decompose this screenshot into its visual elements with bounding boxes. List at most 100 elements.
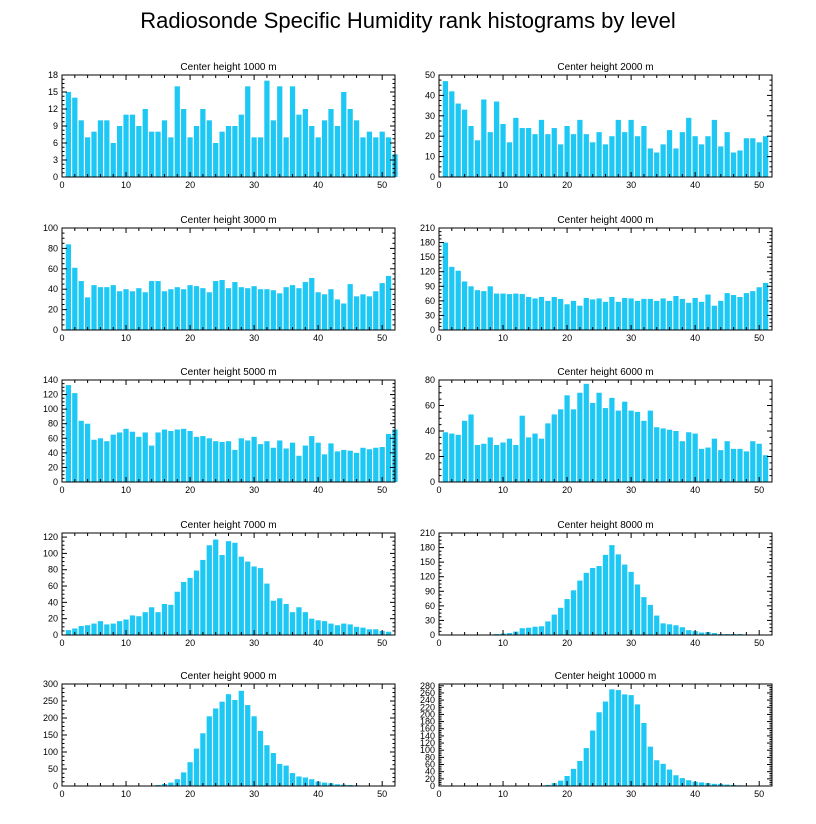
bar <box>570 409 577 482</box>
bar <box>698 632 705 635</box>
bar <box>225 541 232 635</box>
bar <box>590 402 596 482</box>
y-tick-label: 140 <box>420 731 435 741</box>
bar <box>193 286 200 330</box>
y-tick-label: 150 <box>420 252 435 262</box>
x-tick-label: 0 <box>59 485 64 495</box>
x-tick-label: 20 <box>562 180 572 190</box>
bar <box>628 571 634 635</box>
bar <box>193 570 200 635</box>
bar <box>360 137 366 177</box>
bar <box>711 119 717 177</box>
bar <box>628 695 634 786</box>
x-tick-label: 10 <box>498 789 508 799</box>
x-tick-label: 40 <box>313 789 323 799</box>
bar <box>666 624 673 635</box>
bar <box>641 126 647 177</box>
bar <box>117 291 123 330</box>
bar <box>232 699 238 786</box>
y-tick-label: 150 <box>43 730 58 740</box>
bar <box>660 428 666 482</box>
bar <box>558 144 564 177</box>
bar <box>104 624 110 635</box>
bar <box>379 283 385 330</box>
bar <box>468 414 474 482</box>
bar <box>187 285 193 330</box>
x-tick-label: 40 <box>690 180 700 190</box>
bar <box>743 138 750 177</box>
bar <box>564 395 570 482</box>
bar <box>91 131 97 177</box>
bar <box>666 130 673 177</box>
bar <box>641 723 647 786</box>
bar <box>328 289 334 330</box>
bar <box>718 146 724 177</box>
x-tick-label: 30 <box>626 333 636 343</box>
bar <box>494 101 500 177</box>
bar <box>155 432 161 482</box>
bar <box>590 142 596 177</box>
x-tick-label: 40 <box>690 638 700 648</box>
bar <box>737 296 743 330</box>
bar <box>123 428 129 482</box>
bar <box>110 285 116 330</box>
x-tick-label: 40 <box>313 638 323 648</box>
bar <box>206 292 212 330</box>
bar <box>577 119 583 177</box>
y-tick-label: 80 <box>425 375 435 385</box>
bar <box>705 447 711 482</box>
bar <box>315 620 321 635</box>
bar <box>78 281 84 330</box>
x-tick-label: 0 <box>436 333 441 343</box>
y-tick-label: 12 <box>48 104 58 114</box>
bar <box>373 629 379 635</box>
bar <box>321 621 328 635</box>
y-tick-label: 0 <box>430 781 435 791</box>
bar <box>168 782 174 786</box>
bar <box>750 291 756 330</box>
bar <box>123 114 129 177</box>
panel-3: Center height 3000 m 0 10 20 30 40 50 0 20 40 60 80… <box>43 215 396 343</box>
bar <box>538 296 545 330</box>
bar <box>750 138 756 177</box>
bar <box>213 281 219 330</box>
bar <box>277 763 283 786</box>
bar <box>481 291 487 330</box>
bar <box>117 126 123 177</box>
bar <box>174 86 180 177</box>
bar <box>72 628 78 635</box>
bar <box>341 623 347 635</box>
bar <box>500 293 506 330</box>
bar <box>577 305 583 330</box>
bar <box>756 142 762 177</box>
y-tick-label: 40 <box>425 90 435 100</box>
bar <box>302 445 308 482</box>
y-tick-label: 40 <box>48 284 58 294</box>
x-tick-label: 40 <box>690 789 700 799</box>
bar <box>724 441 730 482</box>
bar <box>187 431 193 482</box>
bar <box>545 134 551 177</box>
x-tick-label: 0 <box>59 180 64 190</box>
bar <box>737 448 743 482</box>
bar <box>756 287 762 330</box>
bar <box>353 120 360 177</box>
bar <box>219 280 225 330</box>
bar <box>622 297 628 330</box>
bar <box>168 431 174 482</box>
bar <box>666 769 673 786</box>
bar <box>181 109 187 177</box>
bar <box>225 694 232 786</box>
bar <box>628 298 634 330</box>
bar <box>532 433 538 482</box>
bar <box>570 134 577 177</box>
y-tick-label: 0 <box>430 172 435 182</box>
bar <box>385 631 392 635</box>
y-tick-label: 140 <box>43 375 58 385</box>
bar <box>264 583 270 635</box>
bar <box>353 452 360 482</box>
bar <box>449 91 455 177</box>
bar <box>647 410 653 482</box>
bar <box>609 545 615 635</box>
bar <box>225 441 232 482</box>
